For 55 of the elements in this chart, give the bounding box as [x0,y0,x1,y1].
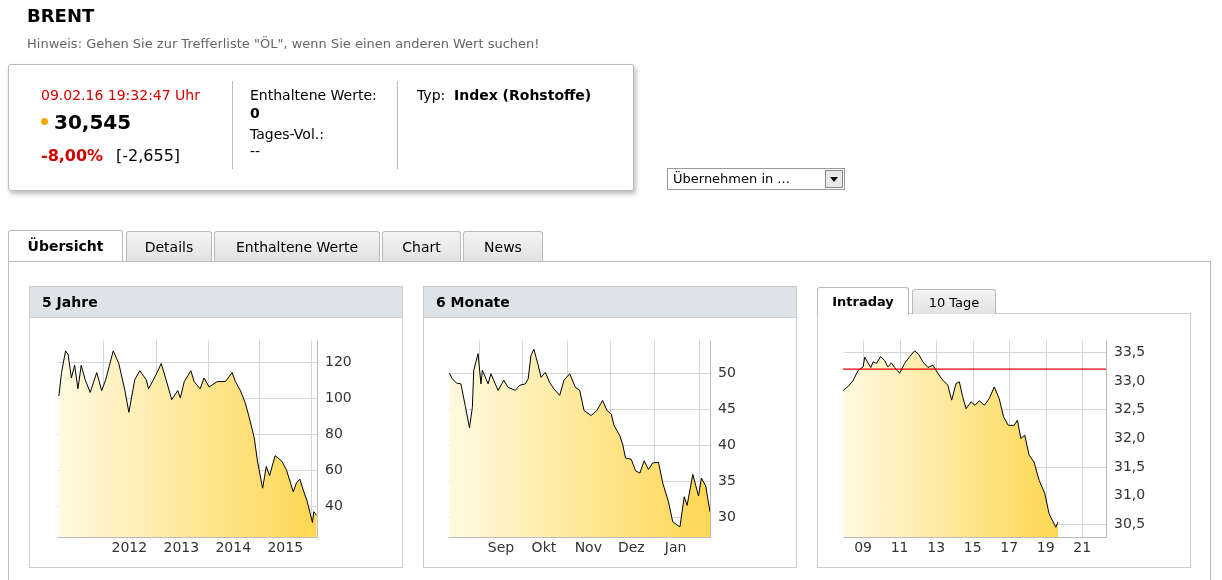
text: Typ: [417,87,446,103]
y-tick-label: 80 [325,424,343,441]
y-tick-label: 31,5 [1114,457,1146,474]
text: 09.02.16 19:32:47 Uhr [41,87,200,103]
y-tick-label: 45 [718,400,736,417]
y-tick-label: 32,0 [1114,428,1146,445]
text: Übersicht [8,230,123,262]
y-tick-label: 33,0 [1114,371,1146,388]
x-tick-label: Nov [574,539,602,555]
x-tick-label: 15 [963,539,982,555]
x-tick-label: Okt [531,539,557,555]
text: News [463,231,543,261]
y-tick-label: 31,0 [1114,486,1146,503]
y-tick-label: 120 [325,352,352,369]
chart-title: 6 Monate [424,287,796,318]
chart-title: Intraday [817,287,909,315]
x-tick-label: Dez [617,539,645,555]
text: Hinweis: Gehen Sie zur Trefferliste "ÖL", wenn Sie einen anderen Wert suchen! [27,36,540,51]
text: 30,545 [54,110,132,134]
text: Index (Rohstoffe) [454,87,592,103]
y-tick-label: 30 [718,507,736,524]
y-tick-label: 40 [718,435,736,452]
x-tick-label: 19 [1036,539,1055,555]
x-tick-label: Jan [663,539,687,555]
y-tick-label: 33,5 [1114,343,1146,360]
y-tick-label: 50 [718,364,736,381]
x-tick-label: 2014 [215,539,252,555]
text: -8,00% [41,146,104,165]
x-tick-label: 09 [854,539,872,555]
text: Enthaltene Werte [214,231,380,261]
x-tick-label: Sep [487,539,515,555]
text: 0 [250,105,260,121]
text: Chart [382,231,461,261]
x-tick-label: 2012 [111,539,148,555]
y-tick-label: 32,5 [1114,400,1146,417]
y-tick-label: 100 [325,388,352,405]
y-tick-label: 40 [325,497,343,514]
text: Tages-Vol.: [250,126,324,142]
y-tick-label: 60 [325,461,343,478]
text: Enthaltene Werte: [250,87,377,103]
text: Details [126,231,212,261]
x-tick-label: 13 [927,539,946,555]
chart-title: 5 Jahre [30,287,402,318]
x-tick-label: 2015 [267,539,304,555]
text: [-2,655] [116,146,181,165]
text: Übernehmen in ... [673,171,790,186]
y-tick-label: 35 [718,471,736,488]
x-tick-label: 17 [1000,539,1019,555]
x-tick-label: 21 [1073,539,1092,555]
text: 10 Tage [912,289,996,314]
x-tick-label: 11 [890,539,909,555]
x-tick-label: 2013 [163,539,200,555]
y-tick-label: 30,5 [1114,514,1146,531]
text: -- [250,143,261,159]
text: BRENT [27,5,95,26]
